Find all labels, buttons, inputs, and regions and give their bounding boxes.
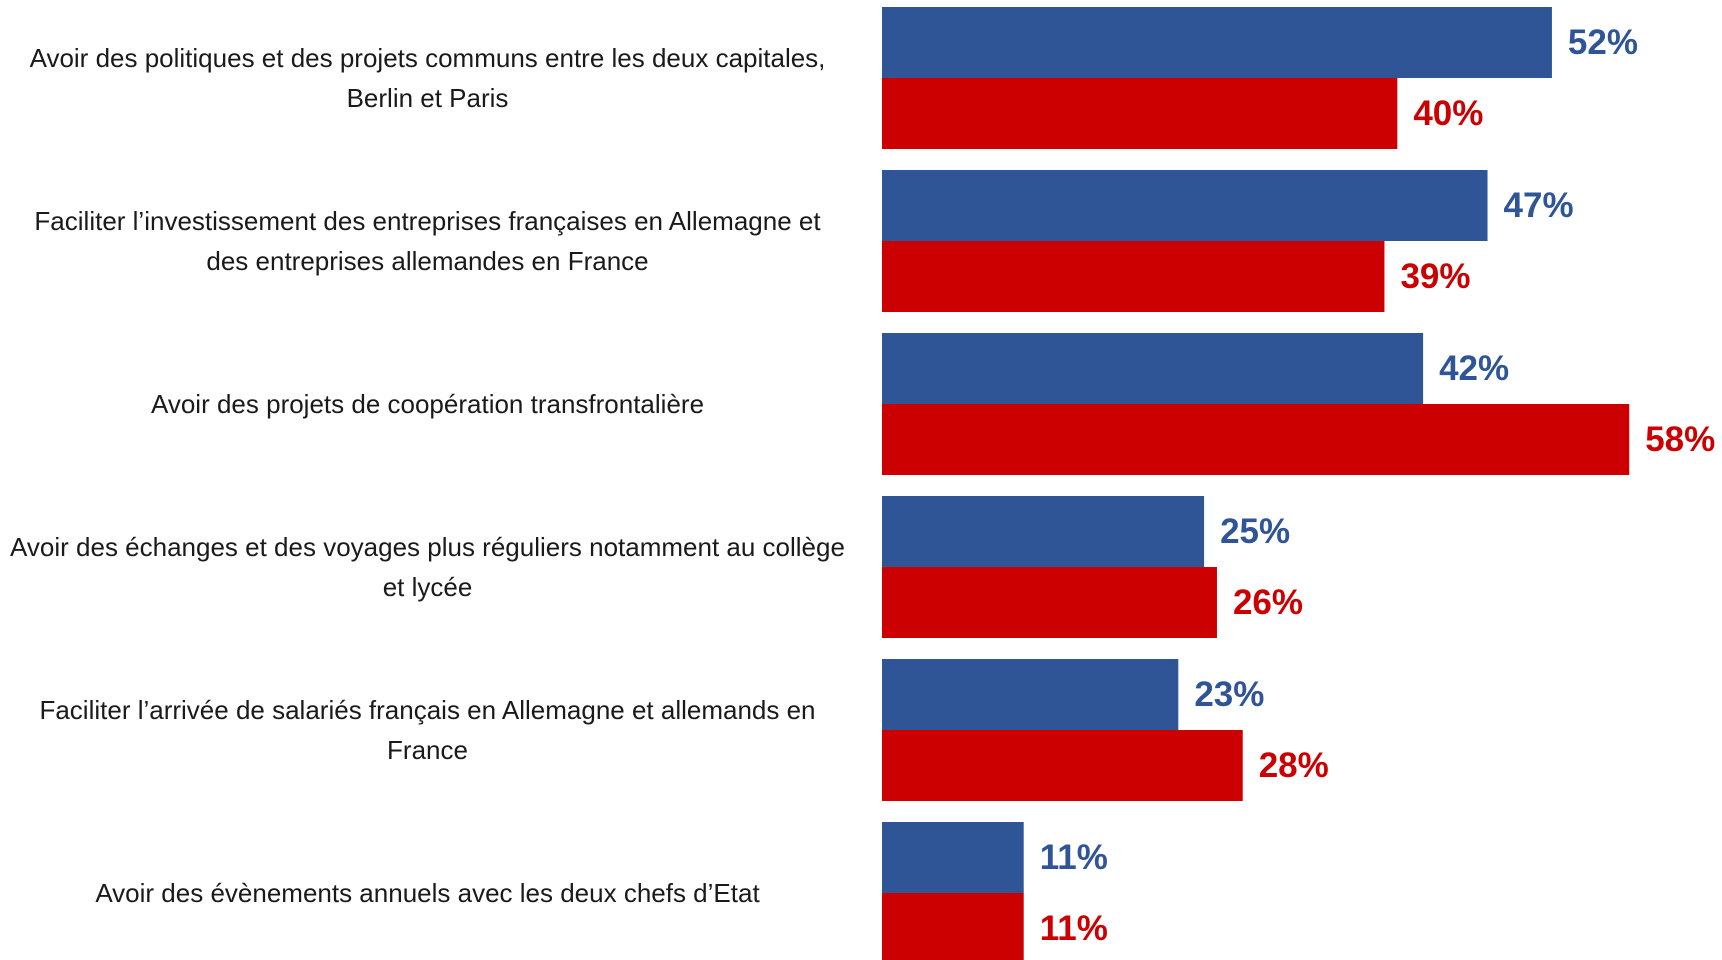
bar (882, 7, 1552, 78)
data-label: 39% (1400, 257, 1470, 296)
bar (882, 404, 1630, 475)
bar (882, 822, 1024, 893)
bar (882, 78, 1398, 149)
data-label: 47% (1504, 186, 1574, 225)
category-label: Faciliter l’arrivée de salariés français… (39, 695, 816, 765)
category-label: Avoir des politiques et des projets comm… (29, 43, 826, 113)
data-label: 11% (1040, 909, 1108, 948)
bar (882, 567, 1217, 638)
category-label: Avoir des échanges et des voyages plus r… (10, 532, 845, 602)
data-label: 11% (1040, 838, 1108, 877)
bar (882, 496, 1205, 567)
bar (882, 893, 1024, 960)
bar (882, 659, 1179, 730)
data-label: 23% (1194, 675, 1264, 714)
data-label: 25% (1220, 512, 1290, 551)
data-label: 28% (1259, 746, 1329, 785)
category-label: Avoir des évènements annuels avec les de… (95, 878, 760, 908)
data-label: 58% (1645, 420, 1715, 459)
category-label: Avoir des projets de coopération transfr… (150, 389, 705, 419)
bar (882, 241, 1385, 312)
bar (882, 333, 1424, 404)
bar (882, 730, 1243, 801)
category-label: Faciliter l’investissement des entrepris… (34, 206, 821, 276)
data-label: 26% (1233, 583, 1303, 622)
data-label: 52% (1568, 23, 1638, 62)
data-label: 40% (1413, 94, 1483, 133)
data-label: 42% (1439, 349, 1509, 388)
bar (882, 170, 1488, 241)
